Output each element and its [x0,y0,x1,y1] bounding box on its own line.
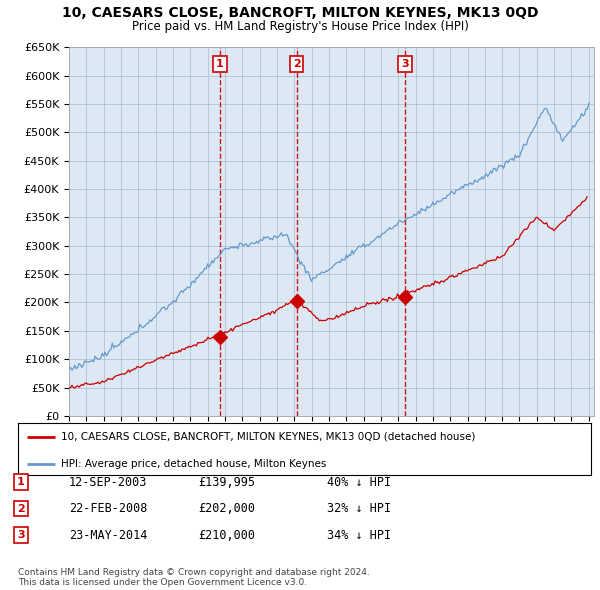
Text: £202,000: £202,000 [198,502,255,515]
Text: Price paid vs. HM Land Registry's House Price Index (HPI): Price paid vs. HM Land Registry's House … [131,20,469,33]
Text: £139,995: £139,995 [198,476,255,489]
Text: 10, CAESARS CLOSE, BANCROFT, MILTON KEYNES, MK13 0QD: 10, CAESARS CLOSE, BANCROFT, MILTON KEYN… [62,6,538,20]
Text: 34% ↓ HPI: 34% ↓ HPI [327,529,391,542]
Text: 12-SEP-2003: 12-SEP-2003 [69,476,148,489]
Text: 2: 2 [17,504,25,513]
Text: 2: 2 [293,59,301,69]
Text: HPI: Average price, detached house, Milton Keynes: HPI: Average price, detached house, Milt… [61,458,326,468]
Text: 40% ↓ HPI: 40% ↓ HPI [327,476,391,489]
Text: 32% ↓ HPI: 32% ↓ HPI [327,502,391,515]
Text: 1: 1 [17,477,25,487]
Text: Contains HM Land Registry data © Crown copyright and database right 2024.
This d: Contains HM Land Registry data © Crown c… [18,568,370,587]
Text: 23-MAY-2014: 23-MAY-2014 [69,529,148,542]
Text: 10, CAESARS CLOSE, BANCROFT, MILTON KEYNES, MK13 0QD (detached house): 10, CAESARS CLOSE, BANCROFT, MILTON KEYN… [61,431,475,441]
Text: 22-FEB-2008: 22-FEB-2008 [69,502,148,515]
Text: 3: 3 [401,59,409,69]
Text: 3: 3 [17,530,25,540]
Text: 1: 1 [216,59,224,69]
Text: £210,000: £210,000 [198,529,255,542]
